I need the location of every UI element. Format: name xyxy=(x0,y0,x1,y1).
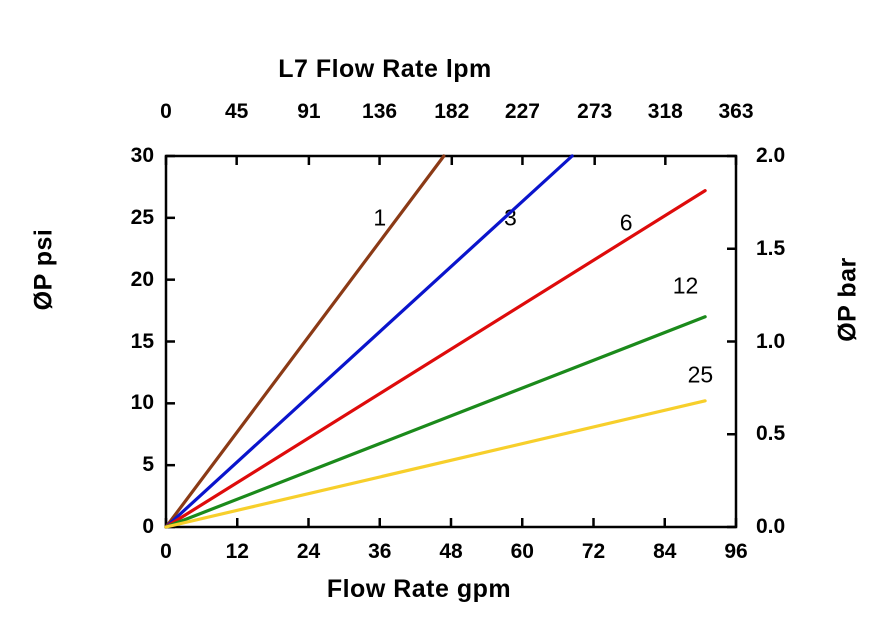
axis-ticks xyxy=(164,154,738,529)
left-tick-label-1: 5 xyxy=(142,453,154,477)
bottom-axis-title: Flow Rate gpm xyxy=(0,575,874,604)
series-line-6 xyxy=(164,189,707,529)
plot-frame xyxy=(164,154,738,529)
bottom-tick-label-4: 48 xyxy=(439,540,463,563)
bottom-tick-label-0: 0 xyxy=(160,540,172,563)
series-label-25: 25 xyxy=(687,361,714,388)
bottom-tick-label-1: 12 xyxy=(225,540,249,563)
right-axis-title: ØP bar xyxy=(833,257,862,342)
bottom-tick-label-7: 84 xyxy=(653,540,677,563)
top-tick-label-8: 363 xyxy=(718,100,754,123)
right-tick-label-0: 0.0 xyxy=(756,515,786,538)
series-label-3: 3 xyxy=(503,204,517,231)
top-tick-label-5: 227 xyxy=(504,100,540,123)
top-tick-label-7: 318 xyxy=(647,100,683,123)
left-tick-label-4: 20 xyxy=(130,267,154,291)
bottom-tick-label-8: 96 xyxy=(724,540,748,563)
right-tick-label-1: 0.5 xyxy=(756,422,786,446)
bottom-axis-title-text: Flow Rate gpm xyxy=(326,575,512,603)
right-tick-label-4: 2.0 xyxy=(756,144,786,167)
top-axis-title-text: L7 Flow Rate lpm xyxy=(278,55,492,83)
top-tick-label-1: 45 xyxy=(224,100,249,123)
series-line-25 xyxy=(164,399,707,529)
series-label-1: 1 xyxy=(373,204,387,231)
bottom-tick-label-3: 36 xyxy=(368,540,392,563)
top-tick-label-2: 91 xyxy=(297,100,321,123)
bottom-tick-label-5: 60 xyxy=(510,540,534,563)
left-tick-label-2: 10 xyxy=(130,391,154,415)
left-tick-label-6: 30 xyxy=(130,144,154,167)
top-axis-title: L7 Flow Rate lpm xyxy=(0,55,874,84)
left-tick-label-5: 25 xyxy=(130,205,154,229)
top-tick-label-0: 0 xyxy=(160,100,172,123)
left-axis-title: ØP psi xyxy=(29,228,58,311)
top-tick-label-3: 136 xyxy=(362,100,398,123)
plot-frame-rect xyxy=(164,154,738,529)
top-tick-label-6: 273 xyxy=(577,100,613,123)
bottom-tick-label-2: 24 xyxy=(296,540,321,563)
bottom-tick-label-6: 72 xyxy=(581,540,606,563)
right-tick-label-3: 1.5 xyxy=(756,236,786,260)
series-line-12 xyxy=(164,315,707,529)
series-line-1 xyxy=(164,154,446,529)
left-tick-label-3: 15 xyxy=(130,329,154,353)
series-label-6: 6 xyxy=(619,209,633,236)
series-label-12: 12 xyxy=(672,272,699,299)
right-tick-label-2: 1.0 xyxy=(756,329,786,353)
left-tick-label-0: 0 xyxy=(142,515,154,538)
top-tick-label-4: 182 xyxy=(434,100,470,123)
